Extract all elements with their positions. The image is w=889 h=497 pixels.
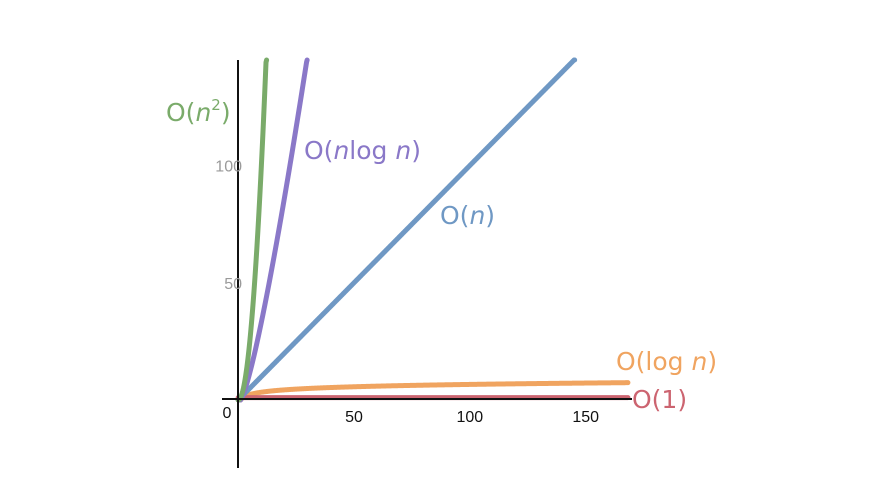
x-tick-label: 150 [572,409,599,426]
series-label-n-log-n: O(nlog n) [304,136,421,165]
series-line-1 [235,57,310,403]
series-line-0 [235,57,270,403]
series-curves [235,57,631,403]
series-label-log-n: O(log n) [616,347,717,376]
series-label-n-squared: O(n2) [166,96,231,127]
series-line-3 [235,380,631,403]
x-tick-label: 100 [457,409,484,426]
origin-label: 0 [223,405,232,422]
y-tick-label: 50 [224,276,242,293]
axes [222,60,632,468]
x-tick-label: 50 [345,409,363,426]
y-tick-label: 100 [215,159,242,176]
tick-labels: 50 100 150 50 100 0 [215,159,599,426]
series-label-n: O(n) [440,201,495,230]
series-label-constant: O(1) [632,385,687,414]
series-line-2 [235,57,578,403]
